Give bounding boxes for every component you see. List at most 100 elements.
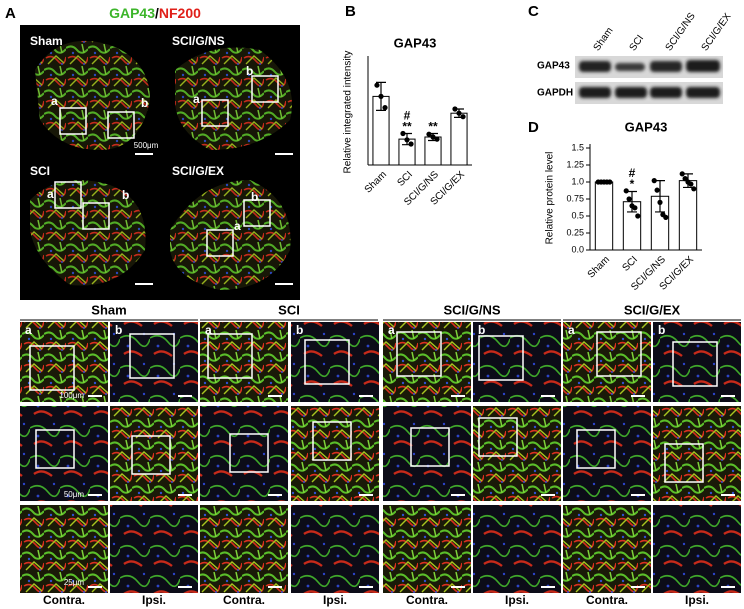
image-label: SCI/G/NS bbox=[172, 34, 225, 48]
data-point bbox=[657, 199, 663, 205]
bar bbox=[424, 136, 442, 166]
x-tick-label: SCI bbox=[395, 169, 415, 189]
micrograph bbox=[473, 322, 561, 402]
region-box bbox=[243, 199, 271, 227]
micrograph bbox=[653, 322, 741, 402]
micrograph bbox=[383, 505, 471, 593]
data-point bbox=[691, 186, 697, 192]
blot-row-label: GAPDH bbox=[537, 88, 573, 99]
data-point bbox=[682, 176, 688, 182]
region-label: b bbox=[115, 323, 122, 337]
region-label: a bbox=[388, 323, 395, 337]
lane-label: Sham bbox=[592, 26, 616, 54]
region-label: a bbox=[51, 94, 58, 108]
title-part: NF200 bbox=[159, 5, 201, 21]
region-label: b bbox=[478, 323, 485, 337]
micrograph bbox=[563, 505, 651, 593]
data-point bbox=[426, 131, 432, 137]
blot-row-label: GAP43 bbox=[537, 61, 570, 72]
significance: ** bbox=[428, 120, 438, 134]
data-point bbox=[460, 114, 466, 120]
region-box bbox=[672, 341, 718, 387]
chart-title: GAP43 bbox=[625, 119, 668, 134]
region-label: b bbox=[658, 323, 665, 337]
data-point bbox=[654, 187, 660, 193]
data-point bbox=[688, 181, 694, 187]
micrograph bbox=[653, 505, 741, 593]
data-point bbox=[456, 110, 462, 116]
region-box bbox=[131, 435, 171, 475]
bar bbox=[594, 181, 614, 251]
scale-label: 50μm bbox=[64, 490, 85, 499]
side-label: Ipsi. bbox=[505, 593, 529, 607]
scale-label: 25μm bbox=[64, 578, 85, 587]
y-tick-label: 0.5 bbox=[571, 210, 584, 220]
region-box bbox=[206, 229, 234, 257]
region-label: b bbox=[296, 323, 303, 337]
x-tick-label: SCI bbox=[620, 254, 640, 274]
x-tick-label: Sham bbox=[586, 254, 612, 280]
bar bbox=[450, 112, 468, 166]
image-label: Sham bbox=[30, 34, 63, 48]
region-label: b bbox=[122, 188, 129, 202]
y-tick-label: 1.5 bbox=[571, 142, 584, 152]
region-box bbox=[664, 443, 704, 483]
region-box bbox=[201, 99, 229, 127]
data-point bbox=[663, 214, 669, 220]
region-box bbox=[59, 107, 87, 135]
significance: # bbox=[629, 166, 636, 180]
region-box bbox=[478, 417, 518, 457]
micrograph bbox=[110, 406, 198, 501]
micrograph bbox=[200, 322, 288, 402]
chart-title: GAP43 bbox=[394, 35, 437, 50]
data-point bbox=[400, 130, 406, 137]
significance: # bbox=[404, 109, 411, 123]
micrograph bbox=[20, 505, 108, 593]
data-point bbox=[408, 141, 414, 147]
micrograph bbox=[473, 505, 561, 593]
side-label: Contra. bbox=[406, 593, 448, 607]
region-box bbox=[54, 181, 82, 209]
y-tick-label: 0.0 bbox=[571, 244, 584, 254]
image-label: SCI bbox=[30, 164, 50, 178]
data-point bbox=[430, 134, 436, 140]
title-part: / bbox=[155, 5, 159, 21]
region-box bbox=[251, 75, 279, 103]
side-label: Contra. bbox=[223, 593, 265, 607]
data-point bbox=[632, 205, 638, 211]
region-box bbox=[29, 345, 75, 391]
region-label: a bbox=[25, 323, 32, 337]
tissue bbox=[175, 47, 292, 150]
micrograph bbox=[200, 505, 288, 593]
micrograph bbox=[291, 406, 379, 501]
significance: * bbox=[630, 177, 635, 191]
region-box bbox=[35, 429, 75, 469]
data-point bbox=[404, 137, 410, 143]
data-point bbox=[378, 93, 384, 99]
micrograph bbox=[110, 322, 198, 402]
group-header: Sham bbox=[91, 302, 126, 317]
group-header: SCI bbox=[278, 302, 300, 317]
micrograph bbox=[291, 322, 379, 402]
region-box bbox=[82, 202, 110, 230]
region-box bbox=[410, 427, 450, 467]
tissue bbox=[30, 180, 146, 286]
lane-label: SCI/G/NS bbox=[664, 11, 698, 54]
tissue bbox=[170, 180, 291, 290]
data-point bbox=[651, 178, 657, 184]
micrograph bbox=[563, 322, 651, 402]
micrograph bbox=[653, 406, 741, 501]
region-box bbox=[304, 339, 350, 385]
data-point bbox=[452, 106, 458, 112]
side-label: Contra. bbox=[586, 593, 628, 607]
micrograph bbox=[200, 406, 288, 501]
y-tick-label: 1.0 bbox=[571, 176, 584, 186]
data-point bbox=[626, 196, 632, 202]
micrograph bbox=[563, 406, 651, 501]
micrograph bbox=[291, 505, 379, 593]
region-box bbox=[207, 333, 253, 379]
image-label: SCI/G/EX bbox=[172, 164, 224, 178]
scale-label: 500μm bbox=[134, 141, 159, 150]
side-label: Contra. bbox=[43, 593, 85, 607]
